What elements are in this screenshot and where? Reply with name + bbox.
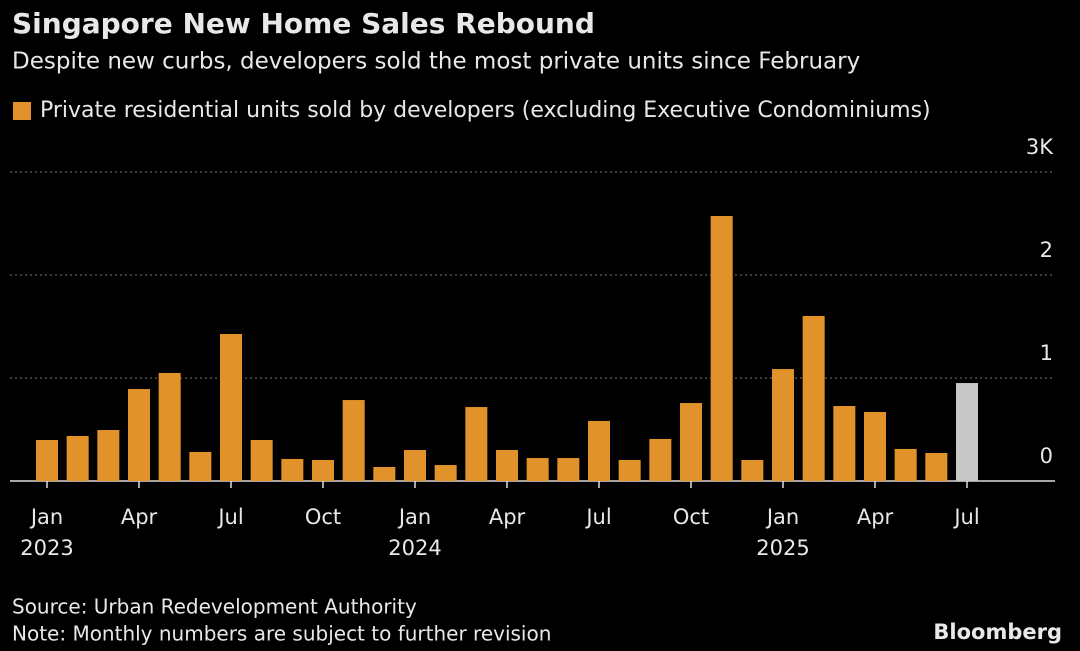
bar — [618, 459, 641, 481]
bar — [557, 458, 580, 481]
bar — [189, 451, 212, 481]
bar — [434, 465, 457, 481]
bar — [741, 459, 764, 481]
bar — [312, 459, 334, 481]
x-tick-label: Jul — [216, 505, 243, 529]
bar — [802, 315, 825, 481]
bar — [680, 403, 702, 481]
x-year-label: 2024 — [388, 536, 441, 560]
x-tick-label: Oct — [305, 505, 341, 529]
bar — [649, 438, 672, 481]
x-tick-label: Jan — [397, 505, 431, 529]
bar — [465, 407, 488, 481]
bar — [66, 435, 89, 481]
bar — [158, 372, 181, 481]
y-tick-label: 2 — [1040, 238, 1053, 262]
legend-label: Private residential units sold by develo… — [40, 98, 931, 123]
bar — [496, 449, 518, 481]
bar — [894, 448, 917, 481]
chart-subtitle: Despite new curbs, developers sold the m… — [12, 49, 860, 75]
bar — [833, 406, 856, 481]
bar — [36, 440, 58, 481]
x-tick-label: Jul — [952, 505, 979, 529]
x-tick-label: Jan — [765, 505, 799, 529]
x-year-label: 2025 — [756, 536, 809, 560]
bar — [128, 389, 150, 481]
y-tick-label: 3K — [1026, 135, 1054, 159]
bar — [772, 369, 794, 481]
legend-swatch — [13, 102, 31, 120]
x-tick-label: Jan — [29, 505, 63, 529]
chart-title: Singapore New Home Sales Rebound — [12, 7, 595, 40]
bar — [526, 458, 549, 481]
bar — [710, 215, 733, 481]
source: Source: Urban Redevelopment Authority — [12, 595, 417, 619]
bar — [588, 420, 610, 481]
x-tick-label: Jul — [584, 505, 611, 529]
bar — [956, 383, 978, 481]
note: Note: Monthly numbers are subject to fur… — [12, 622, 551, 646]
x-tick-label: Apr — [121, 505, 158, 529]
x-tick-label: Oct — [673, 505, 709, 529]
y-tick-label: 1 — [1040, 341, 1053, 365]
bar — [404, 449, 426, 481]
x-year-label: 2023 — [20, 536, 73, 560]
bar — [281, 458, 304, 481]
brand: Bloomberg — [933, 620, 1062, 644]
x-tick-label: Apr — [857, 505, 894, 529]
bar — [220, 334, 242, 481]
bar — [864, 411, 886, 481]
x-tick-label: Apr — [489, 505, 526, 529]
bar — [342, 400, 365, 481]
bar — [250, 440, 273, 481]
bar — [97, 430, 120, 481]
bar — [925, 452, 948, 481]
y-tick-label: 0 — [1040, 444, 1053, 468]
bar — [373, 466, 396, 481]
